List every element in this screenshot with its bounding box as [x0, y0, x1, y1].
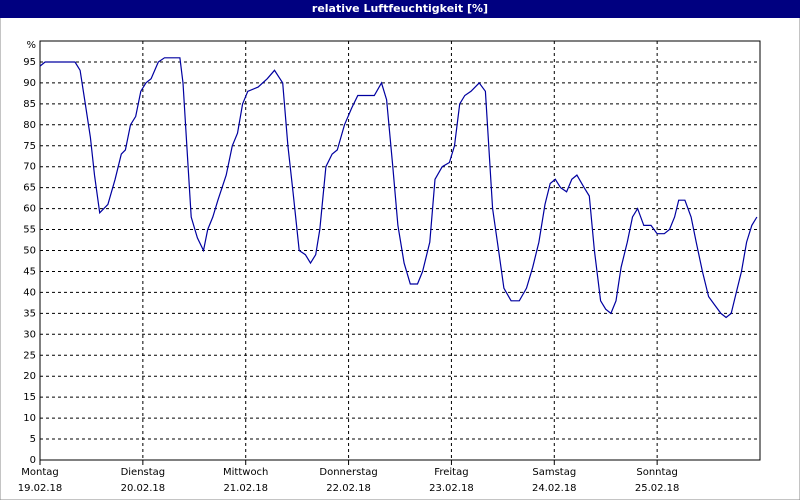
y-tick-label: 20	[23, 371, 36, 382]
y-tick-label: 90	[23, 78, 36, 89]
x-tick-date: 20.02.18	[121, 483, 166, 494]
y-tick-label: 50	[23, 246, 36, 257]
y-tick-label: 80	[23, 120, 36, 131]
chart-title: relative Luftfeuchtigkeit [%]	[312, 2, 488, 15]
y-tick-label: %	[26, 40, 36, 51]
y-tick-label: 40	[23, 287, 36, 298]
x-tick-label: Montag	[21, 467, 58, 478]
y-tick-label: 5	[30, 434, 36, 445]
y-tick-label: 60	[23, 204, 36, 215]
y-tick-label: 10	[23, 413, 36, 424]
y-tick-label: 75	[23, 141, 36, 152]
x-tick-label: Mittwoch	[223, 467, 268, 478]
x-tick-date: 19.02.18	[18, 483, 63, 494]
title-bar	[0, 0, 800, 18]
x-tick-date: 25.02.18	[635, 483, 680, 494]
x-tick-date: 24.02.18	[532, 483, 577, 494]
y-tick-label: 45	[23, 266, 36, 277]
y-tick-label: 15	[23, 392, 36, 403]
data-line	[39, 57, 758, 319]
x-tick-date: 22.02.18	[326, 483, 371, 494]
x-tick-label: Samstag	[532, 467, 576, 478]
y-tick-label: 25	[23, 350, 36, 361]
y-tick-label: 95	[23, 57, 36, 68]
y-tick-label: 30	[23, 329, 36, 340]
y-tick-label: 55	[23, 225, 36, 236]
y-tick-label: 0	[30, 455, 36, 466]
y-tick-label: 35	[23, 308, 36, 319]
y-tick-label: 65	[23, 183, 36, 194]
y-tick-label: 85	[23, 99, 36, 110]
x-tick-date: 23.02.18	[429, 483, 474, 494]
x-tick-label: Dienstag	[121, 467, 166, 478]
plot-border	[39, 40, 761, 461]
x-tick-date: 21.02.18	[223, 483, 268, 494]
x-tick-label: Freitag	[434, 467, 468, 478]
x-tick-label: Sonntag	[636, 467, 678, 478]
y-tick-label: 70	[23, 162, 36, 173]
x-tick-label: Donnerstag	[319, 467, 377, 478]
